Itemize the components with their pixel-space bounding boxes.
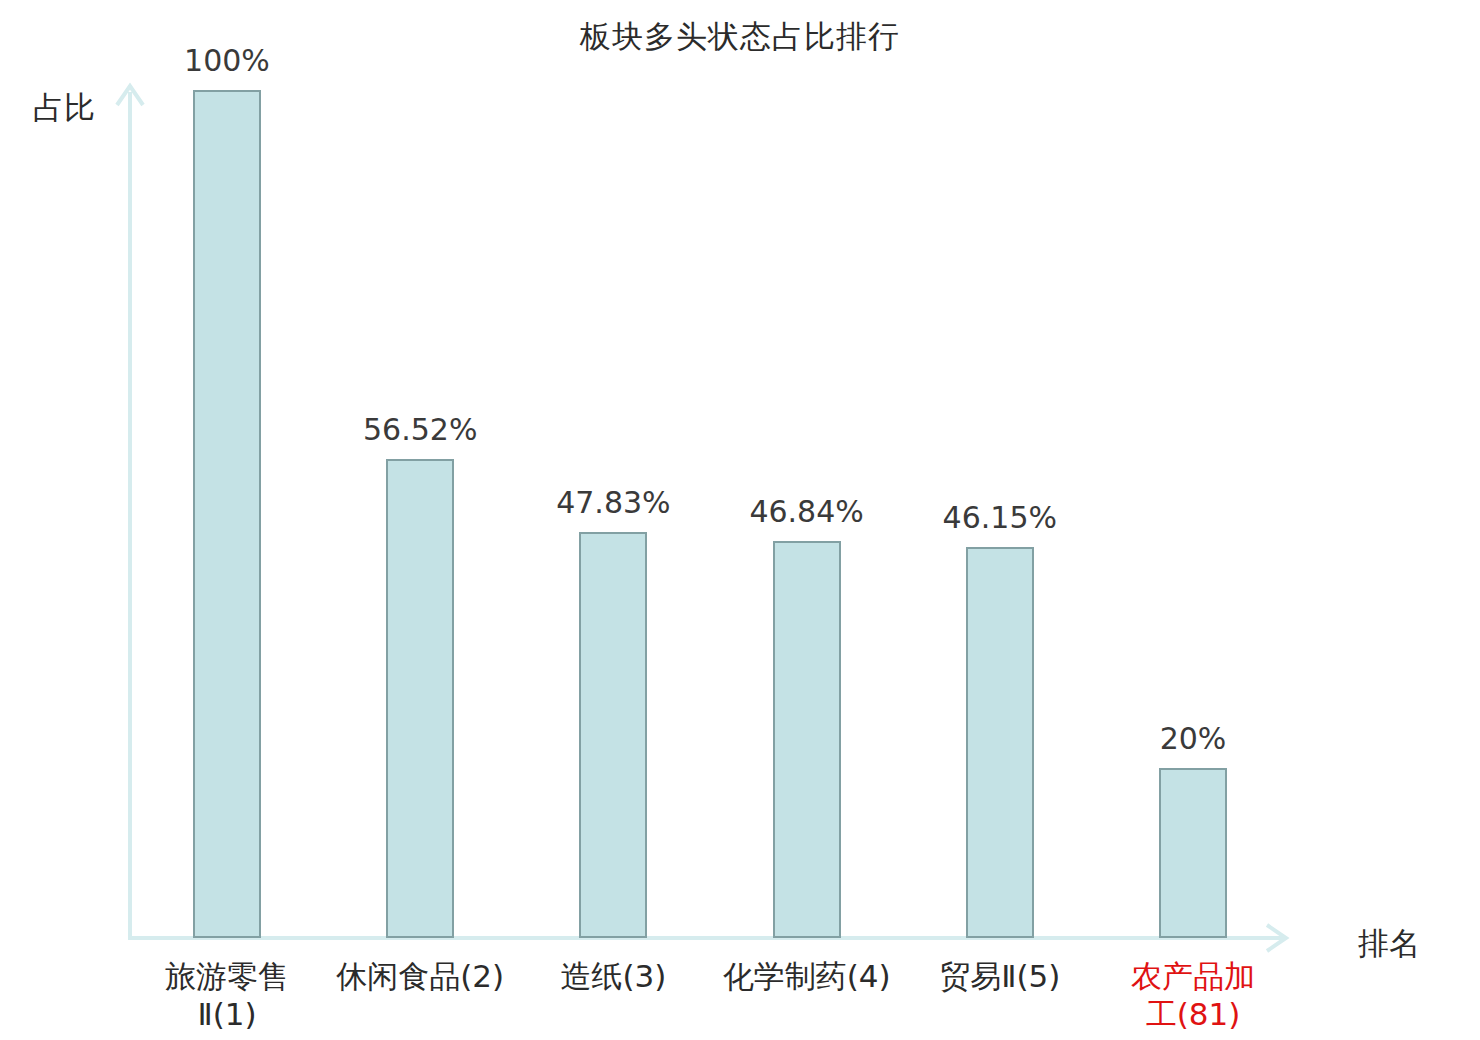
bar-value-label: 47.83% (556, 485, 670, 520)
bar-value-label: 100% (184, 43, 270, 78)
bar-category-label: 农产品加 工(81) (1083, 958, 1303, 1034)
y-axis-label: 占比 (33, 87, 95, 129)
bar (966, 547, 1034, 938)
bar-value-label: 46.84% (749, 494, 863, 529)
bar (386, 459, 454, 938)
bar-category-label: 造纸(3) (503, 958, 723, 996)
bar-category-label: 化学制药(4) (697, 958, 917, 996)
sector-long-ratio-bar-chart: 板块多头状态占比排行 占比 排名 100% 旅游零售 Ⅱ(1) 56.52% 休… (0, 0, 1480, 1040)
bar-category-label: 休闲食品(2) (310, 958, 530, 996)
bar-value-label: 20% (1160, 721, 1227, 756)
bar (1159, 768, 1227, 938)
bar-category-label: 旅游零售 Ⅱ(1) (117, 958, 337, 1034)
bar (773, 541, 841, 938)
bar-value-label: 56.52% (363, 412, 477, 447)
x-axis-label: 排名 (1358, 923, 1420, 965)
bar-value-label: 46.15% (943, 500, 1057, 535)
bar-category-label: 贸易Ⅱ(5) (890, 958, 1110, 996)
bar (193, 90, 261, 938)
bar (579, 532, 647, 938)
